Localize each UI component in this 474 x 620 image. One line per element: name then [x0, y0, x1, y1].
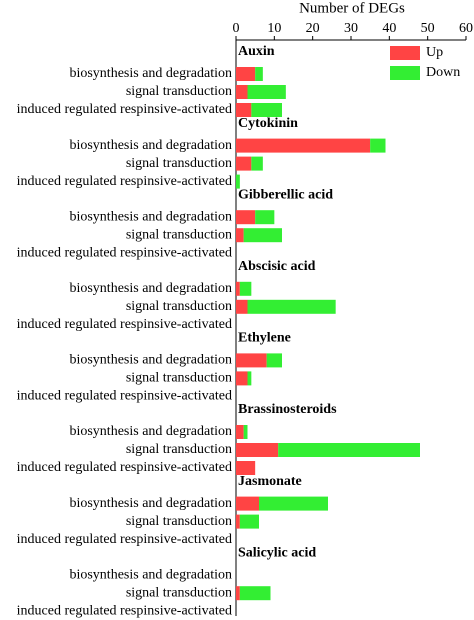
group-label: Salicylic acid [238, 545, 316, 560]
group-label: Cytokinin [238, 116, 298, 131]
legend-swatch [390, 46, 420, 60]
bar-segment [255, 67, 263, 81]
y-tick-label: signal transduction [126, 227, 232, 242]
bar-segment [236, 586, 240, 601]
x-tick-label: 50 [421, 21, 435, 36]
group-label: Gibberellic acid [238, 187, 333, 202]
x-tick-label: 60 [459, 21, 473, 36]
bar-segment [236, 138, 371, 153]
y-tick-label: biosynthesis and degradation [69, 66, 232, 81]
y-tick-label: biosynthesis and degradation [69, 281, 232, 296]
group-label: Jasmonate [238, 474, 302, 489]
y-tick-label: signal transduction [126, 371, 232, 386]
bar-segment [236, 281, 240, 296]
y-tick-label: biosynthesis and degradation [69, 567, 232, 582]
bar-segment [236, 371, 248, 386]
bar-segment [236, 103, 252, 117]
y-tick-label: signal transduction [126, 442, 232, 457]
bar-segment [239, 586, 271, 601]
y-tick-label: induced regulated respinsive-activated [17, 389, 232, 404]
bar-segment [243, 228, 282, 243]
y-tick-label: induced regulated respinsive-activated [17, 102, 232, 117]
x-tick-label: 40 [382, 21, 396, 36]
bar-segment [236, 67, 256, 81]
bar-segment [236, 443, 279, 457]
bar-segment [239, 281, 252, 296]
y-tick-label: signal transduction [126, 514, 232, 529]
bar-segment [239, 514, 259, 529]
bar-segment [251, 103, 282, 117]
bar-segment [236, 156, 252, 171]
legend-swatch [390, 66, 420, 80]
bar-segment [236, 299, 248, 314]
group-label: Brassinosteroids [238, 402, 337, 417]
bar-segment [247, 299, 336, 314]
bar-segment [236, 174, 240, 189]
y-tick-label: biosynthesis and degradation [69, 424, 232, 439]
bar-segment [236, 210, 256, 225]
axis-title: Number of DEGs [299, 0, 405, 16]
y-tick-label: signal transduction [126, 585, 232, 600]
group-label: Auxin [238, 44, 275, 59]
bar-segment [243, 425, 248, 439]
legend-label: Down [426, 65, 460, 80]
bar-segment [259, 496, 328, 511]
bar-segment [247, 371, 252, 386]
y-tick-label: induced regulated respinsive-activated [17, 245, 232, 260]
bar-segment [278, 443, 420, 457]
group-label: Ethylene [238, 331, 291, 346]
group-label: Abscisic acid [238, 259, 316, 274]
bar-segment [236, 496, 259, 511]
bar-segment [236, 461, 256, 475]
y-tick-label: signal transduction [126, 299, 232, 314]
y-tick-label: biosynthesis and degradation [69, 138, 232, 153]
y-tick-label: induced regulated respinsive-activated [17, 174, 232, 189]
x-tick-label: 10 [267, 21, 281, 36]
bar-segment [236, 228, 244, 243]
y-tick-label: biosynthesis and degradation [69, 353, 232, 368]
y-tick-label: biosynthesis and degradation [69, 209, 232, 224]
bar-segment [236, 353, 267, 368]
x-tick-label: 0 [233, 21, 240, 36]
x-tick-label: 30 [344, 21, 358, 36]
bar-segment [236, 425, 244, 439]
bar-segment [247, 85, 286, 99]
bar-segment [370, 138, 386, 153]
legend-label: Up [426, 45, 443, 60]
bar-segment [266, 353, 282, 368]
bar-segment [236, 85, 248, 99]
y-tick-label: induced regulated respinsive-activated [17, 317, 232, 332]
bar-segment [251, 156, 263, 171]
y-tick-label: biosynthesis and degradation [69, 496, 232, 511]
y-tick-label: induced regulated respinsive-activated [17, 532, 232, 547]
y-tick-label: signal transduction [126, 156, 232, 171]
bar-segment [255, 210, 275, 225]
x-tick-label: 20 [306, 21, 320, 36]
y-tick-label: signal transduction [126, 84, 232, 99]
y-tick-label: induced regulated respinsive-activated [17, 603, 232, 618]
bar-segment [236, 514, 240, 529]
y-tick-label: induced regulated respinsive-activated [17, 460, 232, 475]
